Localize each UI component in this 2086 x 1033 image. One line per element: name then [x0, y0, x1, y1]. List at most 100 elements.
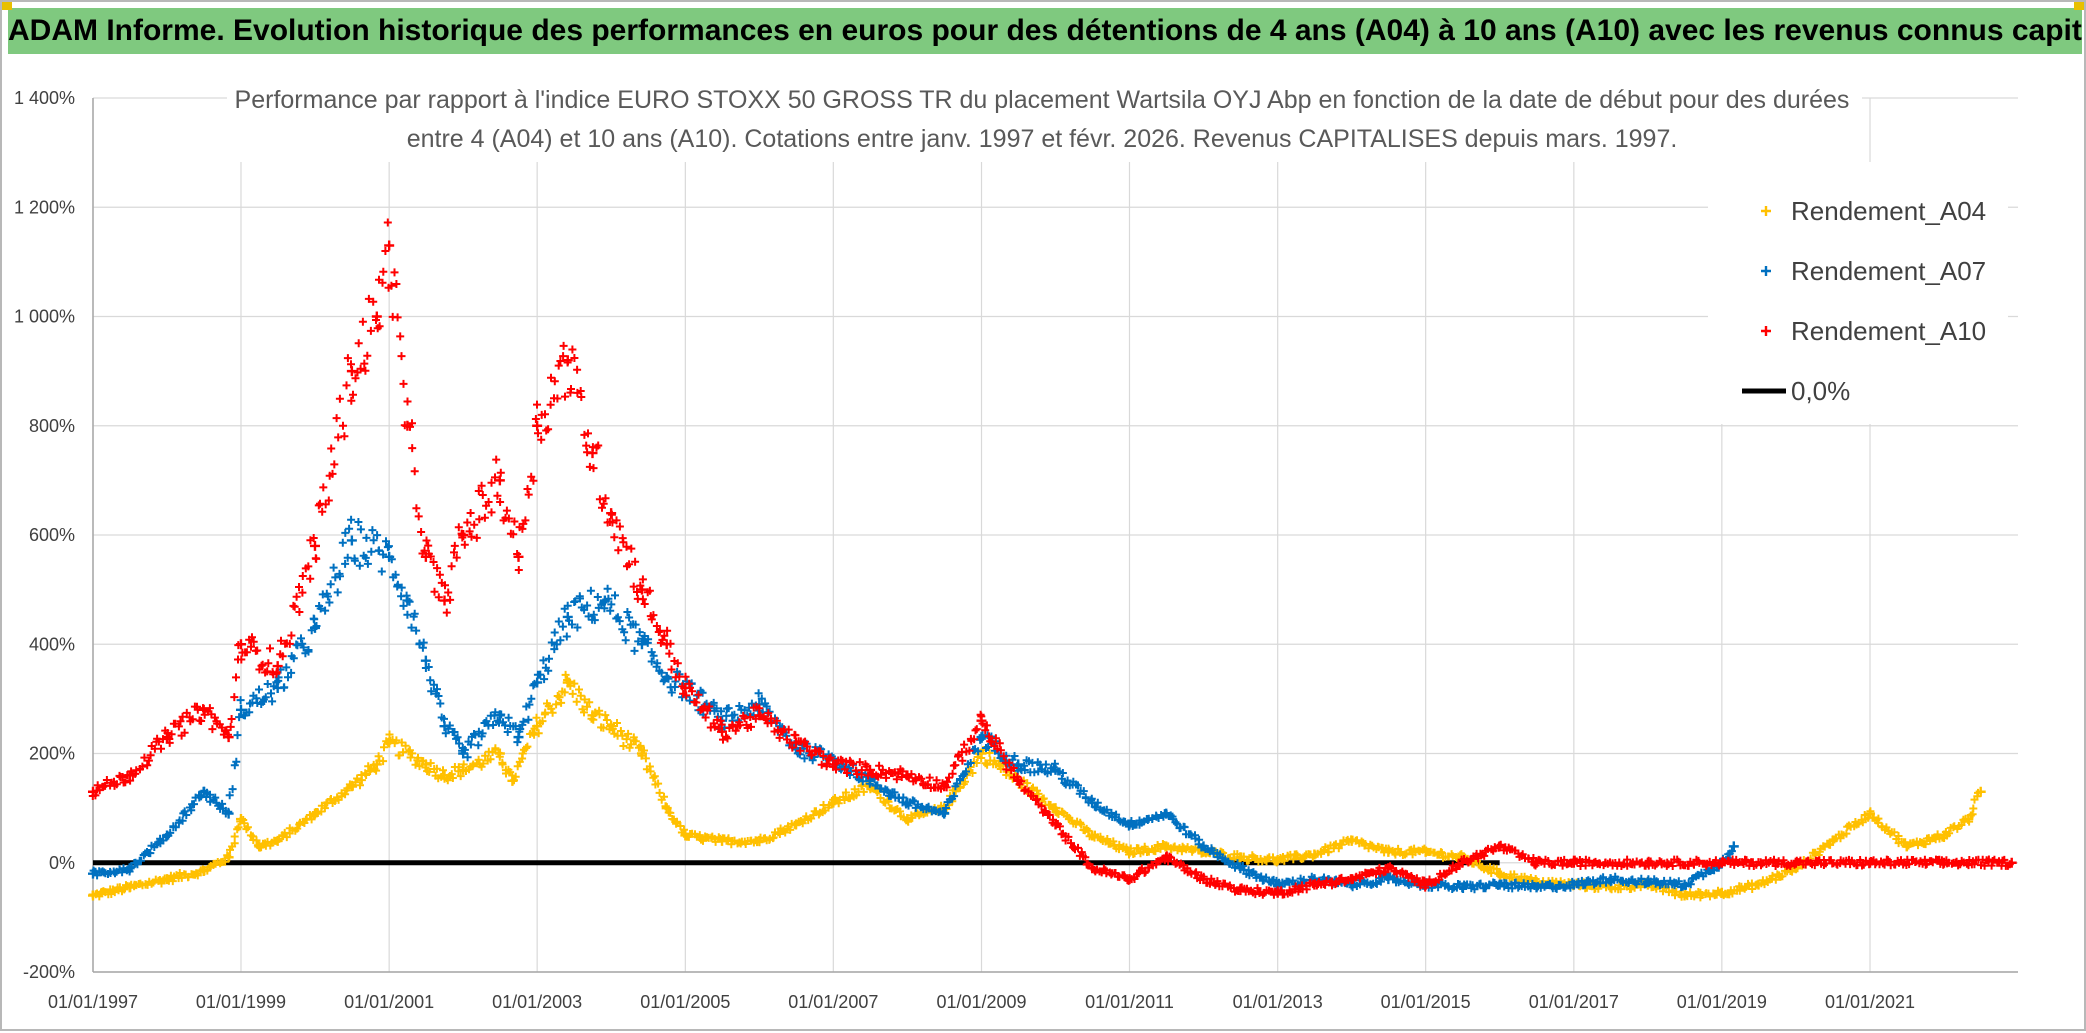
data-point: [661, 803, 672, 814]
y-tick-label: 800%: [29, 416, 75, 436]
data-point: [754, 835, 765, 846]
y-tick-label: -200%: [23, 962, 75, 982]
data-point: [439, 770, 450, 781]
data-point: [1679, 890, 1690, 901]
data-point: [606, 508, 617, 519]
data-point: [1235, 885, 1246, 896]
x-tick-label: 01/01/1999: [196, 992, 286, 1012]
data-point: [1124, 874, 1135, 885]
data-point: [902, 797, 913, 808]
data-point: [562, 355, 573, 366]
data-point: [1568, 857, 1579, 868]
data-point: [272, 661, 283, 672]
data-point: [1865, 808, 1876, 819]
data-point: [439, 721, 450, 732]
data-point: [636, 584, 647, 595]
y-tick-label: 1 000%: [14, 307, 75, 327]
data-point: [791, 819, 802, 830]
data-point: [587, 710, 598, 721]
data-point: [458, 530, 469, 540]
data-point: [1272, 887, 1283, 898]
x-tick-label: 01/01/2001: [344, 992, 434, 1012]
data-point: [309, 622, 320, 633]
data-point: [223, 732, 234, 743]
data-point: [606, 721, 617, 732]
data-point: [636, 748, 647, 759]
data-point: [939, 781, 950, 792]
data-point: [346, 366, 357, 377]
legend-label-Rendement_A07: Rendement_A07: [1791, 256, 1986, 286]
x-tick-label: 01/01/2015: [1381, 992, 1471, 1012]
data-point: [235, 704, 246, 715]
series-Rendement_A04: [88, 670, 1986, 902]
data-point: [272, 835, 283, 846]
chart-title-line-2: entre 4 (A04) et 10 ans (A10). Cotations…: [407, 125, 1678, 153]
data-point: [309, 808, 320, 819]
data-point: [1013, 775, 1024, 786]
data-point: [1235, 863, 1246, 874]
data-point: [1827, 835, 1838, 846]
data-point: [254, 841, 265, 852]
x-tick-label: 01/01/2011: [1085, 992, 1174, 1012]
data-point: [1013, 759, 1024, 770]
scatter-marks: [88, 218, 2017, 902]
data-point: [1865, 857, 1876, 868]
data-point: [1309, 879, 1320, 890]
data-point: [494, 475, 505, 486]
data-point: [124, 770, 135, 781]
chart-grid: [92, 97, 2018, 973]
chart-legend: Rendement_A04 Rendement_A07 Rendement_A10 0…: [1708, 162, 2008, 424]
data-point: [507, 775, 518, 786]
data-point: [402, 595, 413, 606]
data-point: [717, 835, 728, 846]
data-point: [599, 595, 610, 606]
mark-cloud-Rendement_A07: [89, 515, 1736, 894]
data-point: [587, 448, 598, 459]
legend-label-zero-line: 0,0%: [1791, 376, 1850, 406]
data-point: [828, 797, 839, 808]
data-point: [198, 786, 209, 797]
data-point: [1235, 852, 1246, 863]
data-point: [661, 672, 672, 683]
report-title-banner: ADAM Informe. Evolution historique des p…: [8, 8, 2082, 54]
data-point: [1531, 857, 1542, 868]
mark-cloud-Rendement_A04: [88, 670, 1982, 902]
data-point: [976, 715, 987, 726]
x-tick-label: 01/01/2019: [1677, 992, 1767, 1012]
data-point: [1161, 852, 1172, 863]
series-Rendement_A07: [88, 515, 1739, 894]
data-point: [346, 781, 357, 792]
data-point: [1642, 876, 1653, 887]
data-point: [161, 874, 172, 885]
data-point: [88, 786, 98, 797]
data-point: [1050, 819, 1061, 830]
data-point: [235, 639, 246, 650]
data-point: [532, 420, 543, 431]
data-point: [791, 737, 802, 748]
data-point: [1050, 803, 1061, 814]
data-point: [1716, 857, 1727, 868]
y-tick-label: 0%: [49, 853, 75, 873]
data-point: [494, 748, 505, 759]
data-point: [88, 890, 98, 901]
data-point: [198, 704, 209, 715]
data-point: [1050, 764, 1061, 775]
data-point: [1605, 874, 1616, 885]
data-point: [562, 611, 573, 622]
data-point: [1420, 879, 1431, 890]
data-point: [1963, 814, 1974, 825]
x-tick-label: 01/01/2007: [788, 992, 878, 1012]
data-point: [717, 726, 728, 737]
data-point: [1679, 879, 1690, 890]
data-point: [1161, 841, 1172, 852]
data-point: [1494, 868, 1505, 879]
data-point: [402, 420, 413, 431]
data-point: [420, 655, 431, 666]
data-point: [680, 830, 691, 841]
data-point: [680, 682, 691, 693]
data-point: [513, 732, 524, 743]
data-point: [1457, 857, 1468, 868]
data-point: [661, 639, 672, 650]
data-point: [1939, 830, 1950, 841]
